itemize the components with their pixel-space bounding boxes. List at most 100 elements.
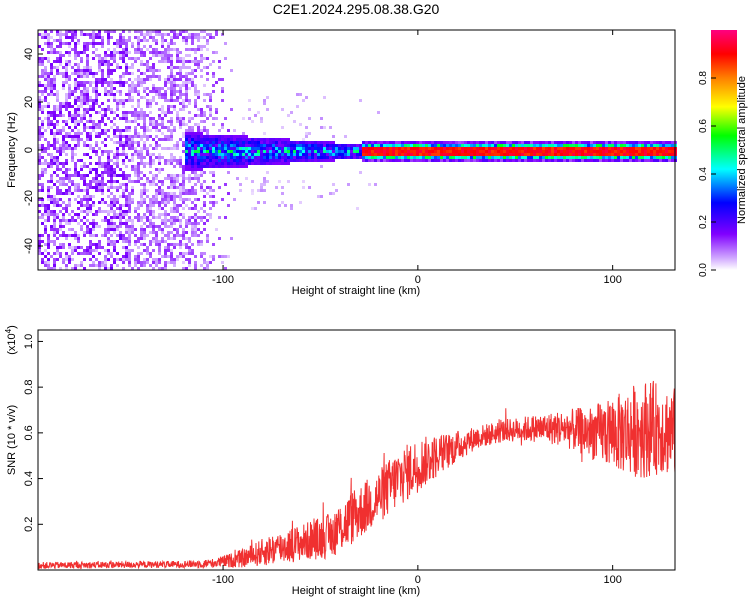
spectrogram-cell — [596, 144, 599, 147]
spectrogram-cell — [125, 213, 128, 216]
spectrogram-cell — [41, 213, 44, 216]
spectrogram-cell — [209, 111, 212, 114]
spectrogram-cell — [668, 153, 671, 156]
spectrogram-cell — [203, 204, 206, 207]
spectrogram-cell — [185, 72, 188, 75]
spectrogram-cell — [104, 210, 107, 213]
spectrogram-cell — [221, 138, 224, 141]
colorbar-ticks: 0.00.20.40.60.8 — [698, 71, 716, 277]
spectrogram-cell — [101, 39, 104, 42]
spectrogram-cell — [368, 141, 371, 144]
spectrogram-y-tick-label: -40 — [23, 238, 35, 254]
spectrogram-cell — [131, 219, 134, 222]
spectrogram-cell — [62, 261, 65, 264]
spectrogram-cell — [419, 159, 422, 162]
spectrogram-cell — [248, 147, 251, 150]
spectrogram-cell — [158, 201, 161, 204]
spectrogram-cell — [47, 147, 50, 150]
spectrogram-cell — [671, 144, 674, 147]
spectrogram-cell — [209, 255, 212, 258]
spectrogram-cell — [83, 252, 86, 255]
spectrogram-cell — [167, 177, 170, 180]
spectrogram-cell — [92, 99, 95, 102]
spectrogram-cell — [251, 120, 254, 123]
spectrogram-cell — [515, 156, 518, 159]
spectrogram-x-ticks: -100 0 100 — [212, 30, 622, 286]
spectrogram-cell — [74, 183, 77, 186]
spectrogram-cell — [437, 153, 440, 156]
spectrogram-cell — [140, 30, 143, 33]
spectrogram-cell — [131, 267, 134, 270]
spectrogram-cell — [197, 39, 200, 42]
spectrogram-cell — [356, 207, 359, 210]
spectrogram-cell — [509, 141, 512, 144]
spectrogram-cell — [209, 144, 212, 147]
spectrogram-cell — [182, 192, 185, 195]
spectrogram-cell — [116, 66, 119, 69]
spectrogram-cell — [203, 165, 206, 168]
spectrogram-cell — [176, 84, 179, 87]
spectrogram-cell — [77, 141, 80, 144]
spectrogram-cell — [38, 183, 41, 186]
spectrogram-cell — [83, 96, 86, 99]
spectrogram-cell — [80, 99, 83, 102]
spectrogram-cell — [137, 204, 140, 207]
spectrogram-cell — [92, 204, 95, 207]
spectrogram-cell — [179, 51, 182, 54]
spectrogram-cell — [53, 123, 56, 126]
spectrogram-cell — [104, 219, 107, 222]
spectrogram-cell — [134, 264, 137, 267]
spectrogram-cell — [191, 144, 194, 147]
spectrogram-cell — [137, 150, 140, 153]
spectrogram-cell — [182, 171, 185, 174]
spectrogram-cell — [104, 90, 107, 93]
spectrogram-cell — [65, 222, 68, 225]
spectrogram-cell — [152, 54, 155, 57]
spectrogram-cell — [272, 162, 275, 165]
spectrogram-cell — [59, 108, 62, 111]
spectrogram-cell — [62, 66, 65, 69]
spectrogram-cell — [542, 159, 545, 162]
spectrogram-cell — [344, 144, 347, 147]
spectrogram-cell — [512, 156, 515, 159]
spectrogram-cell — [530, 144, 533, 147]
spectrogram-cell — [257, 189, 260, 192]
spectrogram-cell — [101, 36, 104, 39]
spectrogram-cell — [455, 150, 458, 153]
spectrogram-cell — [152, 213, 155, 216]
spectrogram-cell — [95, 93, 98, 96]
spectrogram-cell — [428, 141, 431, 144]
spectrogram-cell — [278, 138, 281, 141]
spectrogram-y-tick-label: 40 — [23, 48, 35, 60]
spectrogram-cell — [236, 135, 239, 138]
spectrogram-cell — [203, 147, 206, 150]
spectrogram-cell — [41, 72, 44, 75]
spectrogram-cell — [128, 180, 131, 183]
spectrogram-cell — [359, 156, 362, 159]
spectrogram-cell — [89, 222, 92, 225]
spectrogram-cell — [329, 192, 332, 195]
spectrogram-cell — [185, 153, 188, 156]
spectrogram-cell — [185, 192, 188, 195]
spectrogram-cell — [272, 156, 275, 159]
spectrogram-cell — [125, 117, 128, 120]
spectrogram-cell — [164, 222, 167, 225]
spectrogram-cell — [77, 264, 80, 267]
spectrogram-cell — [158, 54, 161, 57]
spectrogram-cell — [170, 195, 173, 198]
spectrogram-cell — [326, 147, 329, 150]
spectrogram-cell — [74, 186, 77, 189]
spectrogram-cell — [200, 240, 203, 243]
spectrogram-cell — [107, 228, 110, 231]
spectrogram-cell — [176, 219, 179, 222]
spectrogram-cell — [137, 165, 140, 168]
spectrogram-cell — [197, 180, 200, 183]
spectrogram-cell — [266, 147, 269, 150]
spectrogram-cell — [98, 33, 101, 36]
spectrogram-cell — [62, 33, 65, 36]
spectrogram-cell — [146, 30, 149, 33]
spectrogram-cell — [188, 102, 191, 105]
spectrogram-cell — [158, 207, 161, 210]
spectrogram-cell — [170, 153, 173, 156]
spectrogram-cell — [128, 258, 131, 261]
